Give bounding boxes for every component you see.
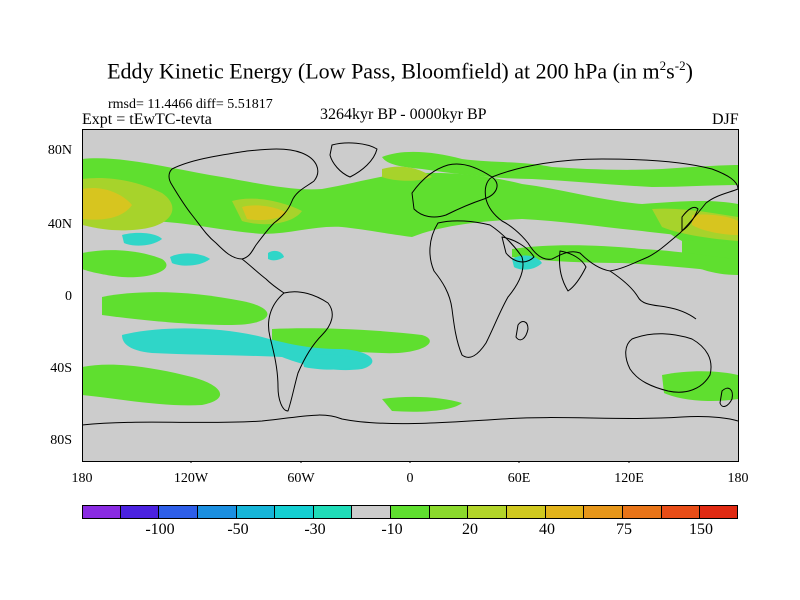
colorbar-cell bbox=[82, 505, 121, 519]
colorbar-cell bbox=[507, 505, 546, 519]
southern-pacific bbox=[82, 364, 221, 406]
arctic-core bbox=[382, 166, 432, 181]
negative-anomaly-zones bbox=[122, 232, 542, 371]
stats-text: rmsd= 11.4466 diff= 5.51817 bbox=[108, 97, 273, 112]
south-america-outline bbox=[268, 291, 333, 412]
lat-label-40s: 40S bbox=[50, 361, 72, 376]
asia-outline bbox=[484, 158, 739, 272]
colorbar-label: -100 bbox=[145, 521, 175, 538]
colorbar-label: 40 bbox=[539, 521, 555, 538]
colorbar-cell bbox=[545, 505, 585, 519]
coastlines bbox=[82, 142, 739, 426]
europe-outline bbox=[411, 163, 498, 218]
colorbar-cell bbox=[700, 505, 738, 519]
colorbar-cell bbox=[159, 505, 198, 519]
experiment-label: Expt = tEwTC-tevta bbox=[82, 111, 212, 128]
japan-outline bbox=[681, 206, 699, 232]
lat-label-80n: 80N bbox=[47, 143, 72, 158]
lon-label-60w: 60W bbox=[287, 471, 315, 486]
lon-label-120e: 120E bbox=[614, 471, 644, 486]
pacific-jet-max bbox=[82, 187, 132, 220]
lon-label-120w: 120W bbox=[173, 471, 209, 486]
lon-label-60e: 60E bbox=[507, 471, 531, 486]
period-label: 3264kyr BP - 0000kyr BP bbox=[320, 106, 487, 123]
australia-outline bbox=[625, 333, 712, 393]
subtropical-pacific bbox=[82, 250, 167, 278]
lat-label-40n: 40N bbox=[47, 217, 72, 232]
colorbar-cell bbox=[622, 505, 662, 519]
colorbar-label: -30 bbox=[304, 521, 326, 538]
southeast-pacific-negative bbox=[302, 354, 368, 370]
colorbar-cell bbox=[661, 505, 701, 519]
colorbar bbox=[82, 505, 738, 519]
map-frame bbox=[82, 129, 739, 463]
caribbean-negative bbox=[268, 250, 284, 261]
subtropical-pacific-negative bbox=[170, 253, 210, 266]
lon-label-180-west: 180 bbox=[71, 471, 93, 486]
colorbar-cell bbox=[429, 505, 469, 519]
colorbar-cell bbox=[197, 505, 237, 519]
colorbar-cell bbox=[391, 505, 430, 519]
arabia-outline bbox=[501, 236, 535, 263]
map-panel bbox=[82, 129, 739, 463]
pacific-jet-max-east bbox=[692, 214, 738, 235]
new-zealand-outline bbox=[719, 387, 733, 407]
colorbar-cell bbox=[352, 505, 392, 519]
lon-label-180-east: 180 bbox=[727, 471, 749, 486]
colorbar-cell bbox=[275, 505, 314, 519]
greenland-outline bbox=[329, 142, 378, 178]
colorbar-cell bbox=[120, 505, 160, 519]
madagascar-outline bbox=[515, 321, 529, 341]
arabia-negative bbox=[512, 255, 542, 270]
colorbar-frame bbox=[82, 505, 738, 519]
colorbar-label: -10 bbox=[381, 521, 403, 538]
colorbar-label: -50 bbox=[227, 521, 249, 538]
southeast-asia-outline bbox=[609, 270, 697, 320]
strongest-positive-cores bbox=[82, 187, 738, 235]
lat-label-80s: 80S bbox=[50, 433, 72, 448]
plot-title: Eddy Kinetic Energy (Low Pass, Bloomfiel… bbox=[107, 58, 693, 84]
atlantic-max bbox=[242, 205, 287, 221]
lat-label-0: 0 bbox=[65, 289, 72, 304]
colorbar-label: 75 bbox=[616, 521, 632, 538]
lon-label-0: 0 bbox=[406, 471, 414, 486]
colorbar-label: 20 bbox=[462, 521, 478, 538]
tropical-central-pacific bbox=[102, 292, 268, 325]
south-atlantic bbox=[272, 328, 430, 354]
africa-outline bbox=[429, 220, 524, 358]
india-outline bbox=[559, 250, 587, 292]
colorbar-cell bbox=[236, 505, 276, 519]
southern-ocean-band bbox=[382, 396, 462, 412]
colorbar-cell bbox=[468, 505, 508, 519]
season-label: DJF bbox=[712, 111, 739, 128]
north-america-outline bbox=[168, 148, 319, 260]
antarctica-outline bbox=[82, 414, 739, 426]
north-pacific-negative bbox=[122, 232, 162, 246]
colorbar-cell bbox=[584, 505, 623, 519]
arctic-band bbox=[382, 151, 738, 187]
central-america-outline bbox=[241, 258, 285, 294]
colorbar-cell bbox=[313, 505, 353, 519]
colorbar-label: 150 bbox=[689, 521, 713, 538]
